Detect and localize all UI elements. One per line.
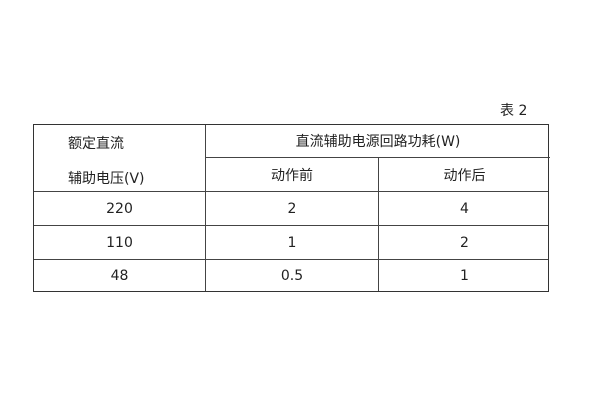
subheader-after: 动作后 [443, 167, 486, 184]
table-cell: 110 [106, 234, 133, 251]
table-cell: 2 [287, 200, 297, 217]
power-consumption-table: 额定直流 辅助电压(V) 直流辅助电源回路功耗(W) 动作前 动作后 220 2… [33, 124, 550, 292]
header-voltage-line2: 辅助电压(V) [68, 171, 145, 187]
table-cell: 0.5 [280, 267, 304, 284]
table-cell: 4 [460, 200, 469, 217]
divider [34, 191, 548, 192]
table-cell: 220 [106, 200, 133, 217]
header-power-group: 直流辅助电源回路功耗(W) [295, 134, 461, 150]
divider [34, 225, 548, 226]
subheader-before: 动作前 [271, 167, 313, 184]
table-caption: 表 2 [500, 103, 528, 119]
table-cell: 1 [287, 234, 297, 251]
divider [378, 158, 379, 291]
divider [205, 157, 550, 158]
table-cell: 2 [460, 234, 469, 251]
table-cell: 48 [110, 267, 129, 284]
divider [205, 125, 206, 291]
divider [34, 259, 548, 260]
header-voltage-line1: 额定直流 [68, 136, 124, 152]
table-cell: 1 [460, 267, 469, 284]
